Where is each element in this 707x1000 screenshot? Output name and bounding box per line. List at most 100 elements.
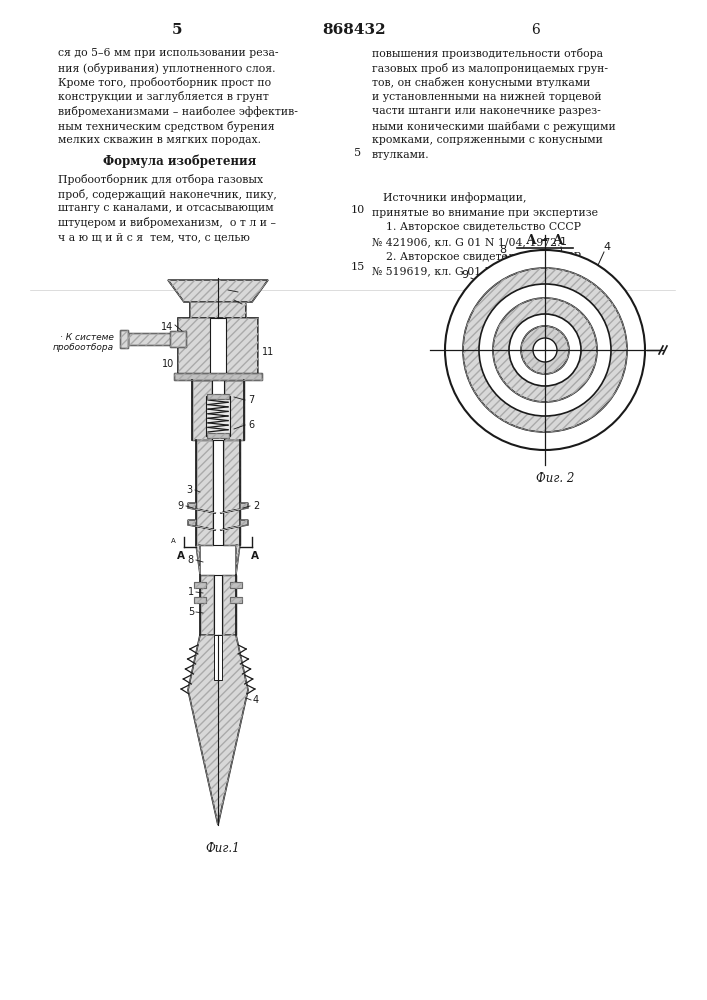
Text: № 421906, кл. G 01 N 1/04, 1972.: № 421906, кл. G 01 N 1/04, 1972.	[372, 237, 561, 247]
Bar	[196, 440, 213, 545]
Text: пробоотбора: пробоотбора	[53, 342, 114, 352]
Bar	[207, 433, 229, 438]
Text: ся до 5–6 мм при использовании реза-: ся до 5–6 мм при использовании реза-	[58, 48, 279, 58]
Text: 12: 12	[220, 285, 233, 295]
Bar	[192, 380, 212, 440]
Text: 8: 8	[499, 245, 506, 255]
Bar	[178, 318, 258, 375]
Bar	[196, 440, 213, 545]
Bar	[214, 575, 222, 635]
Text: 1: 1	[188, 587, 194, 597]
Text: 15: 15	[351, 262, 365, 272]
Bar	[200, 575, 214, 635]
Bar	[174, 373, 262, 380]
Bar	[230, 597, 242, 603]
Bar	[190, 302, 246, 318]
Text: А: А	[251, 551, 259, 561]
Polygon shape	[236, 545, 240, 575]
Circle shape	[463, 268, 627, 432]
Text: 7: 7	[248, 395, 255, 405]
Circle shape	[479, 284, 611, 416]
Text: газовых проб из малопроницаемых грун-: газовых проб из малопроницаемых грун-	[372, 62, 608, 74]
Text: Формула изобретения: Формула изобретения	[103, 155, 257, 168]
Text: 13: 13	[226, 295, 238, 305]
Text: вибромеханизмами – наиболее эффектив-: вибромеханизмами – наиболее эффектив-	[58, 106, 298, 117]
Polygon shape	[188, 520, 216, 530]
Text: мелких скважин в мягких породах.: мелких скважин в мягких породах.	[58, 135, 261, 145]
Bar	[206, 396, 230, 436]
Bar	[214, 635, 222, 680]
Bar	[222, 575, 236, 635]
Text: кромками, сопряженными с конусными: кромками, сопряженными с конусными	[372, 135, 603, 145]
Text: штангу с каналами, и отсасывающим: штангу с каналами, и отсасывающим	[58, 203, 274, 213]
Bar	[223, 440, 240, 545]
Bar	[194, 597, 206, 603]
Text: · К системе: · К системе	[60, 332, 114, 342]
Bar	[224, 380, 244, 440]
Text: Фиг. 2: Фиг. 2	[536, 472, 574, 485]
Polygon shape	[188, 635, 248, 825]
Bar	[194, 597, 206, 603]
Polygon shape	[220, 503, 248, 513]
Text: тов, он снабжен конусными втулками: тов, он снабжен конусными втулками	[372, 77, 590, 88]
Text: повышения производительности отбора: повышения производительности отбора	[372, 48, 603, 59]
Circle shape	[521, 326, 569, 374]
Text: 1: 1	[559, 237, 566, 247]
Bar	[223, 440, 240, 545]
Text: 11: 11	[262, 347, 274, 357]
Text: ными коническими шайбами с режущими: ными коническими шайбами с режущими	[372, 120, 616, 131]
Text: ния (обуривания) уплотненного слоя.: ния (обуривания) уплотненного слоя.	[58, 62, 276, 74]
Bar	[210, 318, 226, 375]
Bar	[200, 575, 214, 635]
Text: 5: 5	[172, 23, 182, 37]
Text: Кроме того, пробоотборник прост по: Кроме того, пробоотборник прост по	[58, 77, 271, 88]
Bar	[212, 380, 224, 440]
Text: ным техническим средством бурения: ным техническим средством бурения	[58, 120, 274, 131]
Text: 6: 6	[248, 420, 254, 430]
Text: 8: 8	[188, 555, 194, 565]
Bar	[194, 582, 206, 588]
Bar	[230, 582, 242, 588]
Text: 4: 4	[253, 695, 259, 705]
Text: 6: 6	[531, 23, 539, 37]
Bar	[170, 331, 186, 347]
Text: 5: 5	[354, 148, 361, 158]
Bar	[178, 318, 258, 375]
Text: А – А: А – А	[526, 233, 563, 246]
Text: А: А	[171, 538, 176, 544]
Text: 4: 4	[604, 242, 611, 252]
Bar	[207, 394, 229, 399]
Circle shape	[509, 314, 581, 386]
Bar	[213, 440, 223, 545]
Bar	[190, 302, 246, 318]
Text: 9: 9	[177, 501, 183, 511]
Text: 10: 10	[351, 205, 365, 215]
Text: втулками.: втулками.	[372, 149, 430, 159]
Text: ч а ю щ и й с я  тем, что, с целью: ч а ю щ и й с я тем, что, с целью	[58, 232, 250, 242]
Text: части штанги или наконечнике разрез-: части штанги или наконечнике разрез-	[372, 106, 601, 116]
Bar	[222, 575, 236, 635]
Bar	[128, 333, 178, 345]
Text: А: А	[177, 551, 185, 561]
Text: принятые во внимание при экспертизе: принятые во внимание при экспертизе	[372, 208, 598, 218]
Text: № 519619, кл. G 01 N 21/22, 1972.: № 519619, кл. G 01 N 21/22, 1972.	[372, 266, 568, 276]
Text: 10: 10	[162, 359, 174, 369]
Bar	[224, 380, 244, 440]
Bar	[170, 331, 186, 347]
Text: 5: 5	[188, 607, 194, 617]
Text: штуцером и вибромеханизм,  о т л и –: штуцером и вибромеханизм, о т л и –	[58, 218, 276, 229]
Text: и установленными на нижней торцевой: и установленными на нижней торцевой	[372, 92, 602, 102]
Text: 868432: 868432	[322, 23, 386, 37]
Bar	[230, 597, 242, 603]
Bar	[207, 433, 229, 438]
Text: 1. Авторское свидетельство СССР: 1. Авторское свидетельство СССР	[372, 223, 581, 232]
Text: конструкции и заглубляется в грунт: конструкции и заглубляется в грунт	[58, 92, 269, 103]
Bar	[194, 582, 206, 588]
Text: Пробоотборник для отбора газовых: Пробоотборник для отбора газовых	[58, 174, 263, 185]
Text: 14: 14	[160, 322, 173, 332]
Bar	[128, 333, 178, 345]
Bar	[192, 380, 212, 440]
Circle shape	[533, 338, 557, 362]
Bar	[174, 373, 262, 380]
Text: 2. Авторское свидетельство СССР: 2. Авторское свидетельство СССР	[372, 251, 581, 261]
